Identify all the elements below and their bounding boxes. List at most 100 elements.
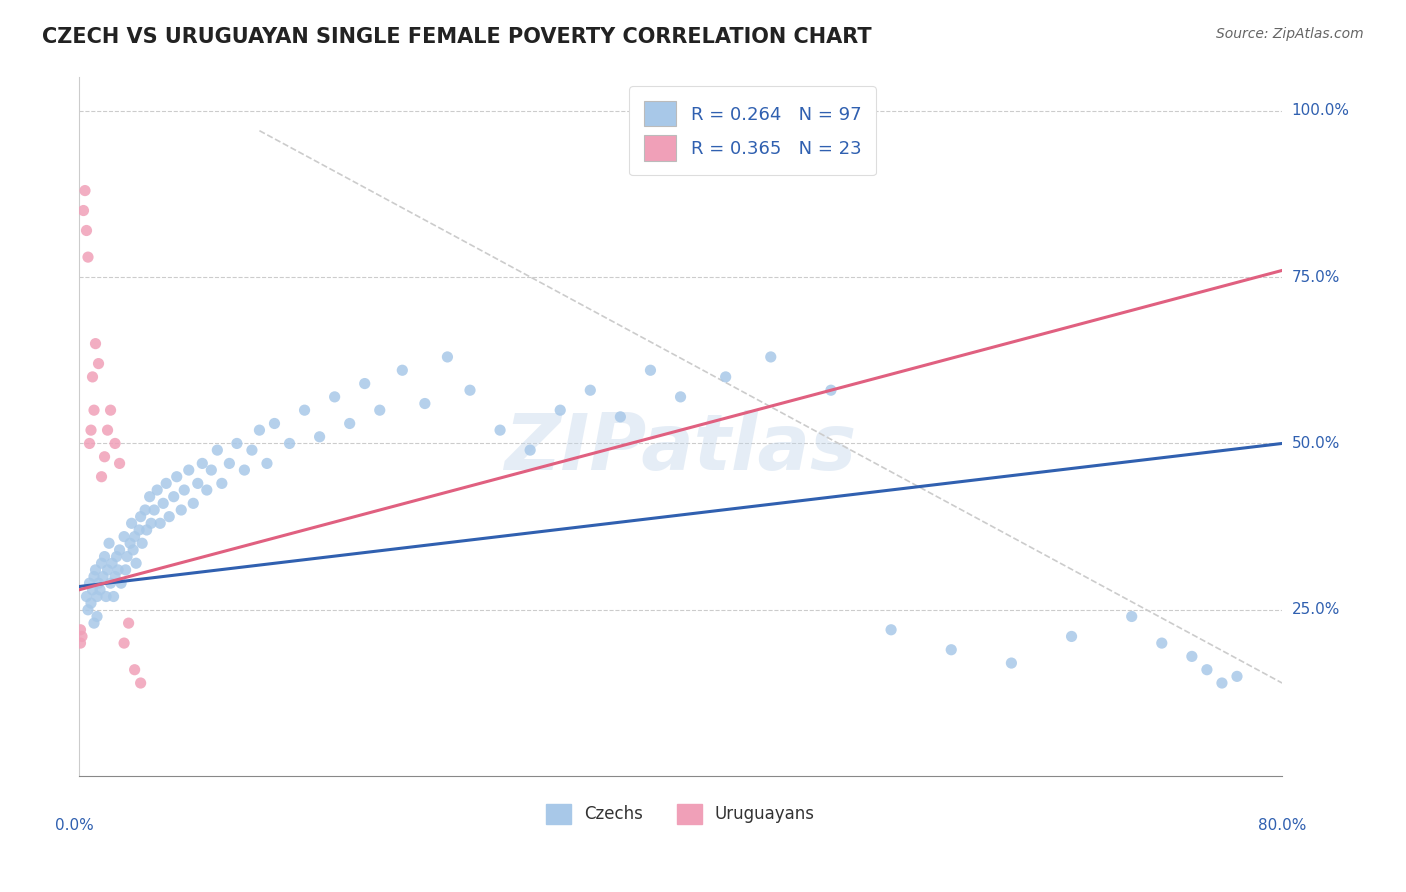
Point	[191, 457, 214, 471]
Point	[256, 457, 278, 471]
Point	[82, 370, 104, 384]
Point	[77, 250, 100, 264]
Point	[519, 443, 541, 458]
Point	[80, 423, 103, 437]
Point	[129, 509, 152, 524]
Text: 80.0%: 80.0%	[1258, 818, 1306, 833]
Point	[187, 476, 209, 491]
Point	[548, 403, 571, 417]
Point	[181, 496, 204, 510]
Point	[1150, 636, 1173, 650]
Point	[83, 403, 105, 417]
Point	[413, 396, 436, 410]
Text: 100.0%: 100.0%	[1292, 103, 1350, 119]
Point	[143, 503, 166, 517]
Point	[96, 423, 118, 437]
Point	[77, 603, 100, 617]
Point	[135, 523, 157, 537]
Point	[714, 370, 737, 384]
Point	[72, 203, 94, 218]
Point	[152, 496, 174, 510]
Point	[101, 556, 124, 570]
Point	[87, 576, 110, 591]
Point	[110, 576, 132, 591]
Text: 75.0%: 75.0%	[1292, 269, 1340, 285]
Point	[115, 549, 138, 564]
Point	[91, 569, 114, 583]
Point	[155, 476, 177, 491]
Point	[80, 596, 103, 610]
Point	[131, 536, 153, 550]
Point	[173, 483, 195, 497]
Point	[86, 590, 108, 604]
Point	[93, 450, 115, 464]
Point	[278, 436, 301, 450]
Point	[134, 503, 156, 517]
Point	[117, 616, 139, 631]
Point	[880, 623, 903, 637]
Point	[166, 469, 188, 483]
Point	[211, 476, 233, 491]
Point	[1121, 609, 1143, 624]
Point	[86, 609, 108, 624]
Point	[1000, 656, 1022, 670]
Point	[89, 582, 111, 597]
Point	[84, 563, 107, 577]
Point	[579, 383, 602, 397]
Point	[207, 443, 229, 458]
Point	[759, 350, 782, 364]
Point	[1060, 629, 1083, 643]
Text: ZIPatlas: ZIPatlas	[505, 409, 856, 486]
Point	[163, 490, 186, 504]
Point	[84, 336, 107, 351]
Point	[100, 403, 122, 417]
Point	[93, 549, 115, 564]
Point	[124, 530, 146, 544]
Point	[69, 623, 91, 637]
Point	[125, 556, 148, 570]
Point	[120, 536, 142, 550]
Point	[820, 383, 842, 397]
Point	[83, 569, 105, 583]
Point	[108, 457, 131, 471]
Legend: R = 0.264   N = 97, R = 0.365   N = 23: R = 0.264 N = 97, R = 0.365 N = 23	[630, 87, 876, 176]
Point	[76, 590, 98, 604]
Point	[94, 590, 117, 604]
Point	[79, 436, 101, 450]
Point	[112, 636, 135, 650]
Text: 50.0%: 50.0%	[1292, 436, 1340, 451]
Point	[82, 582, 104, 597]
Point	[90, 556, 112, 570]
Point	[941, 642, 963, 657]
Point	[177, 463, 200, 477]
Point	[124, 663, 146, 677]
Point	[114, 563, 136, 577]
Point	[1181, 649, 1204, 664]
Point	[263, 417, 285, 431]
Point	[122, 543, 145, 558]
Point	[73, 184, 96, 198]
Point	[436, 350, 458, 364]
Point	[87, 357, 110, 371]
Point	[76, 223, 98, 237]
Point	[98, 536, 121, 550]
Point	[108, 543, 131, 558]
Point	[128, 523, 150, 537]
Text: Source: ZipAtlas.com: Source: ZipAtlas.com	[1216, 27, 1364, 41]
Point	[391, 363, 413, 377]
Point	[83, 616, 105, 631]
Point	[129, 676, 152, 690]
Point	[458, 383, 481, 397]
Point	[339, 417, 361, 431]
Point	[96, 563, 118, 577]
Point	[146, 483, 169, 497]
Point	[240, 443, 263, 458]
Point	[103, 590, 125, 604]
Point	[1226, 669, 1249, 683]
Point	[107, 563, 129, 577]
Point	[195, 483, 218, 497]
Point	[609, 409, 631, 424]
Point	[225, 436, 247, 450]
Point	[368, 403, 391, 417]
Point	[141, 516, 163, 531]
